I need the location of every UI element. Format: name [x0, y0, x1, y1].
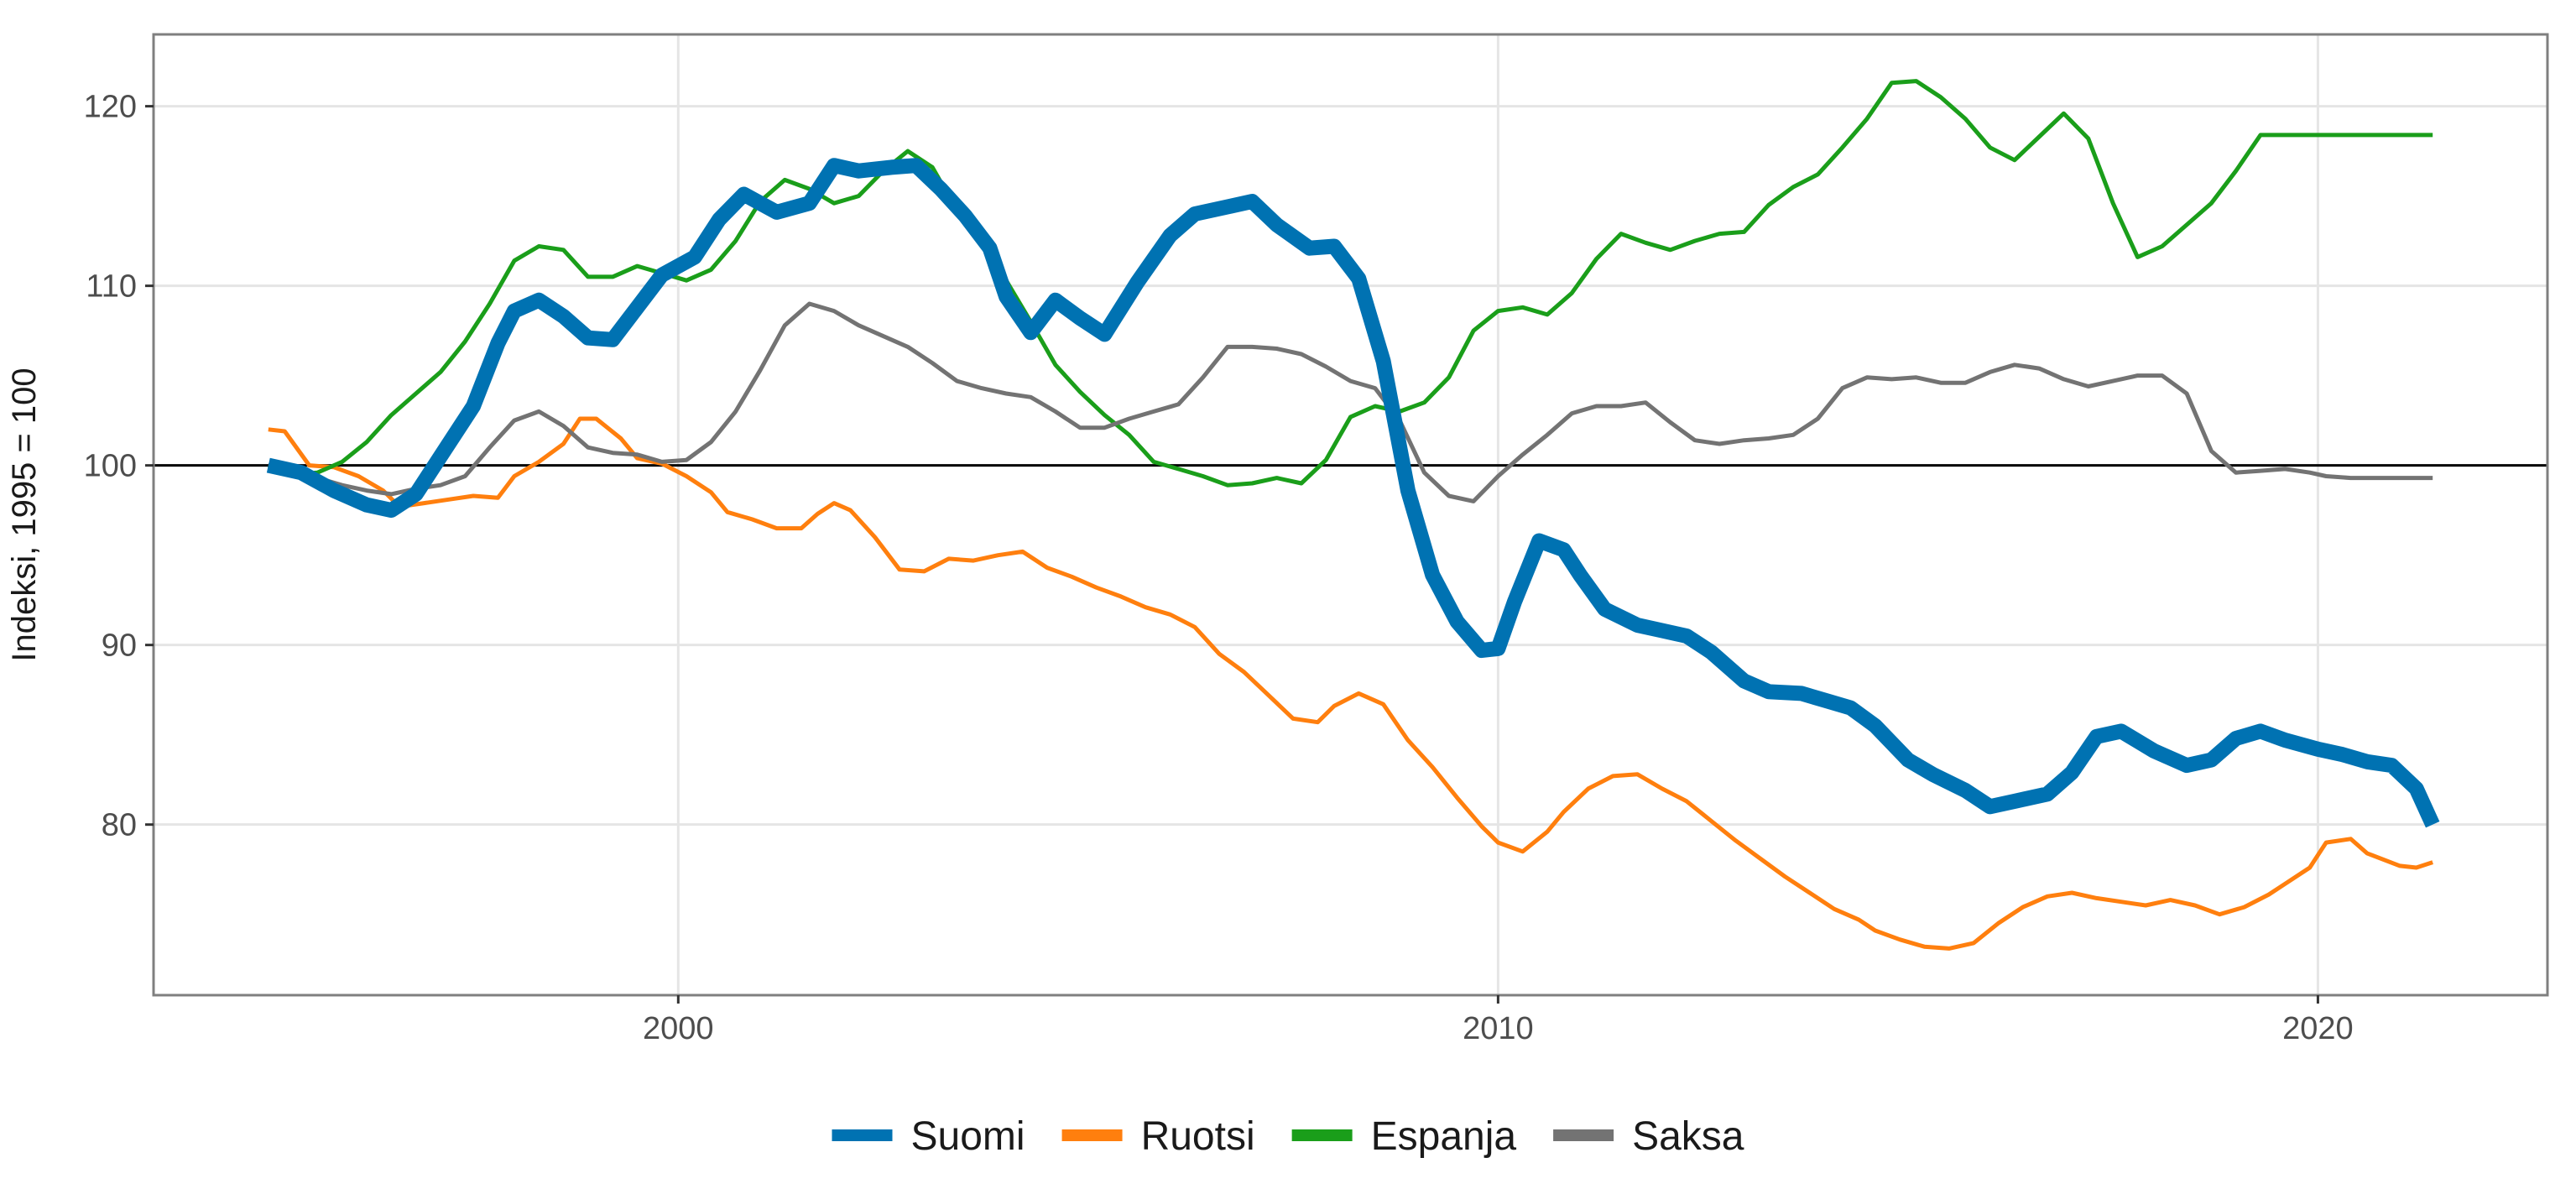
x-tick-label-2000: 2000 [643, 1011, 714, 1046]
series-layer [266, 79, 2440, 951]
series-line-saksa [268, 301, 2433, 503]
legend-label-suomi: Suomi [911, 1114, 1025, 1159]
legend-label-espanja: Espanja [1371, 1114, 1517, 1159]
y-tick-label-80: 80 [102, 808, 137, 843]
series-line-suomi [266, 158, 2440, 828]
legend-label-saksa: Saksa [1632, 1114, 1744, 1159]
panel-border [152, 33, 2549, 997]
y-axis-title: Indeksi, 1995 = 100 [6, 368, 43, 661]
plot-panel [154, 34, 2547, 995]
legend: Suomi Ruotsi Espanja Saksa [832, 1114, 1744, 1159]
y-tick-label-90: 90 [102, 628, 137, 664]
x-tick-label-2020: 2020 [2282, 1011, 2354, 1046]
tick-labels: 80 90 100 110 120 2000 2010 2020 [84, 90, 2354, 1046]
x-tick-label-2010: 2010 [1463, 1011, 1534, 1046]
legend-label-ruotsi: Ruotsi [1141, 1114, 1255, 1159]
panel-border-group [152, 33, 2549, 997]
y-tick-label-100: 100 [84, 449, 137, 484]
series-line-ruotsi [268, 416, 2433, 951]
y-tick-label-110: 110 [86, 269, 137, 305]
series-line-espanja [267, 79, 2433, 488]
y-tick-label-120: 120 [84, 90, 137, 125]
plot-area [154, 34, 2547, 995]
